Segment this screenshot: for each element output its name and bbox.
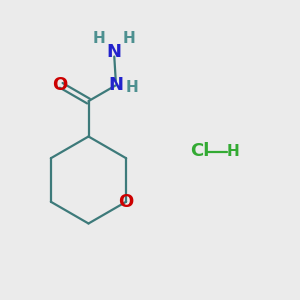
Text: N: N xyxy=(107,44,122,61)
Text: N: N xyxy=(108,76,123,94)
Text: H: H xyxy=(226,144,239,159)
Text: O: O xyxy=(52,76,67,94)
Text: H: H xyxy=(123,31,136,46)
Text: H: H xyxy=(93,31,106,46)
Text: Cl: Cl xyxy=(190,142,209,160)
Text: H: H xyxy=(126,80,139,95)
Text: O: O xyxy=(118,193,134,211)
